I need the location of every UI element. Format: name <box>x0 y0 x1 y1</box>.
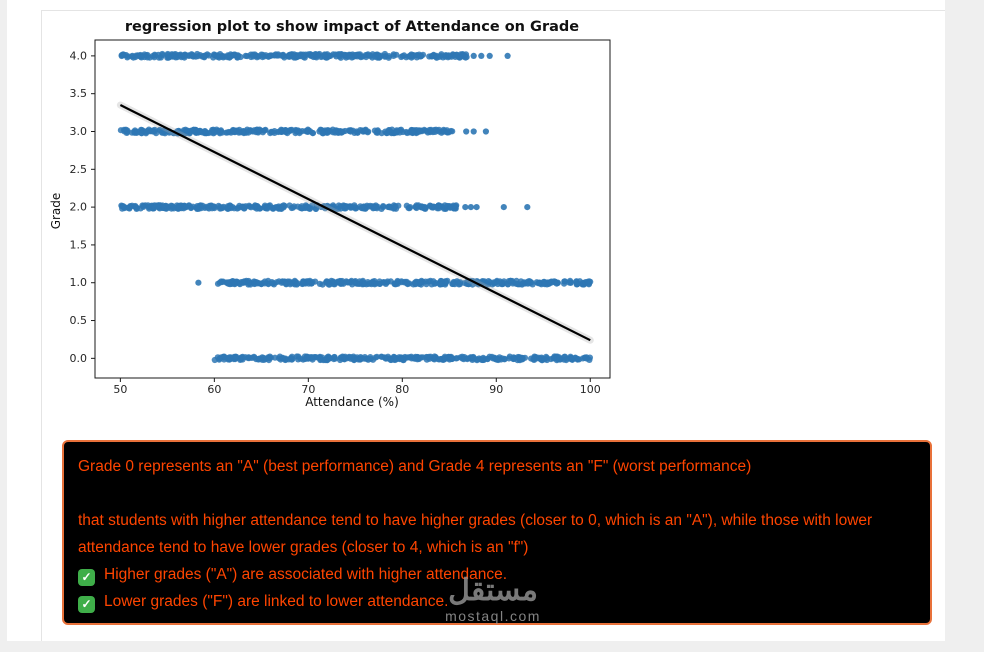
svg-text:3.0: 3.0 <box>70 125 88 138</box>
svg-text:0.0: 0.0 <box>70 352 88 365</box>
note-lines: Grade 0 represents an "A" (best performa… <box>78 453 916 615</box>
left-gutter <box>0 0 7 652</box>
note-line-text: Grade 0 represents an "A" (best performa… <box>78 458 752 475</box>
bottom-gutter <box>7 641 945 652</box>
regression-chart: regression plot to show impact of Attend… <box>50 19 611 409</box>
right-gutter <box>945 0 984 652</box>
svg-text:1.5: 1.5 <box>70 238 88 251</box>
note-line: ✓ Lower grades ("F") are linked to lower … <box>78 588 916 615</box>
chart-title: regression plot to show impact of Attend… <box>125 19 579 35</box>
y-axis-label: Grade <box>50 193 63 230</box>
svg-text:50: 50 <box>113 383 127 396</box>
cell-border-horizontal <box>41 10 945 11</box>
svg-text:80: 80 <box>395 383 409 396</box>
note-line-text: Lower grades ("F") are linked to lower a… <box>104 593 449 610</box>
svg-text:2.0: 2.0 <box>70 201 88 214</box>
svg-text:0.5: 0.5 <box>70 314 88 327</box>
svg-text:90: 90 <box>489 383 503 396</box>
note-line-text: that students with higher attendance ten… <box>78 512 873 556</box>
svg-text:3.5: 3.5 <box>70 87 88 100</box>
x-axis-label: Attendance (%) <box>305 395 399 409</box>
note-line: that students with higher attendance ten… <box>78 507 916 561</box>
note-line: ✓ Higher grades ("A") are associated with… <box>78 561 916 588</box>
check-icon: ✓ <box>78 596 95 613</box>
note-line-text: Higher grades ("A") are associated with … <box>104 566 508 583</box>
svg-text:100: 100 <box>580 383 601 396</box>
svg-text:4.0: 4.0 <box>70 49 88 62</box>
svg-text:70: 70 <box>301 383 315 396</box>
check-icon: ✓ <box>78 569 95 586</box>
note-line: Grade 0 represents an "A" (best performa… <box>78 453 916 480</box>
plot-region: 50 60 70 80 90 100 0.0 0.5 1.0 1.5 2.0 2.5 3.0 3.5 4.0 <box>70 39 611 396</box>
cell-border-vertical <box>41 10 42 641</box>
analysis-note-box: Grade 0 represents an "A" (best performa… <box>62 440 932 625</box>
svg-text:60: 60 <box>207 383 221 396</box>
svg-text:1.0: 1.0 <box>70 276 88 289</box>
svg-text:2.5: 2.5 <box>70 163 88 176</box>
